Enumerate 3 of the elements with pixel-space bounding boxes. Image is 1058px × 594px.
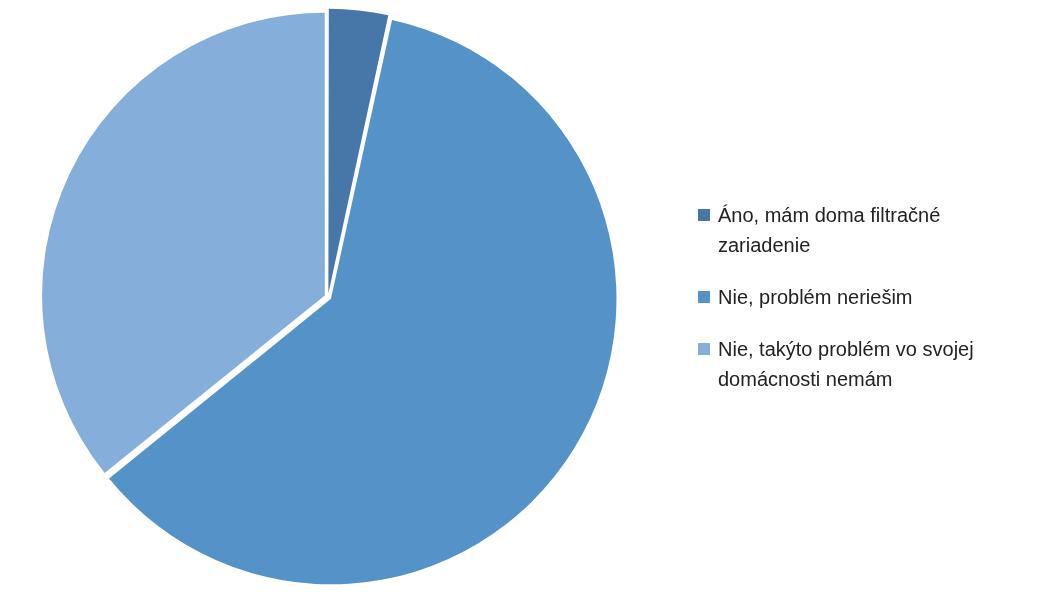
legend-label: Nie, problém neriešim [718, 285, 913, 310]
legend-label: Áno, mám doma filtračné zariadenie [718, 203, 942, 258]
legend-label: Nie, takýto problém vo svojej domácnosti nemám [718, 337, 975, 392]
